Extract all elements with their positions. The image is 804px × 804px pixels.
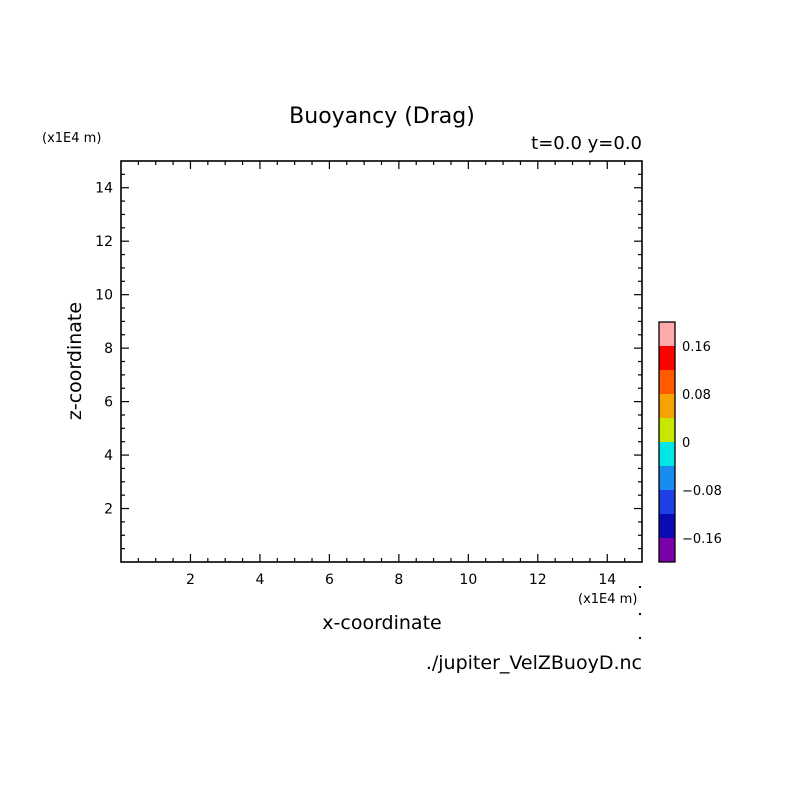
corner-marks [639, 586, 641, 639]
x-axis-label: x-coordinate [322, 612, 441, 634]
x-tick-label: 4 [255, 572, 264, 588]
corner-mark [639, 637, 641, 639]
x-tick-labels: 2 4 6 8 10 12 14 [186, 572, 616, 588]
x-tick-label: 8 [394, 572, 403, 588]
y-tick-label: 12 [95, 234, 113, 250]
x-tick-label: 2 [186, 572, 195, 588]
x-tick-label: 10 [459, 572, 477, 588]
source-filename: ./jupiter_VelZBuoyD.nc [426, 652, 642, 674]
y-tick-label: 2 [104, 502, 113, 518]
colorbar [658, 321, 676, 563]
axis-ticks [121, 161, 642, 562]
y-axis-label: z-coordinate [64, 302, 86, 420]
y-unit-label: (x1E4 m) [42, 131, 101, 146]
colorbar-swatch [659, 466, 675, 490]
x-unit-label: (x1E4 m) [578, 592, 637, 607]
x-tick-label: 6 [325, 572, 334, 588]
colorbar-swatch [659, 370, 675, 394]
y-tick-labels: 2 4 6 8 10 12 14 [95, 181, 113, 518]
colorbar-tick-label: −0.16 [682, 532, 722, 547]
y-tick-label: 10 [95, 288, 113, 304]
chart-title: Buoyancy (Drag) [289, 104, 475, 129]
colorbar-tick-label: 0 [682, 436, 690, 451]
corner-mark [639, 613, 641, 615]
y-tick-label: 8 [104, 341, 113, 357]
y-tick-label: 4 [104, 448, 113, 464]
colorbar-swatch [659, 322, 675, 346]
y-tick-label: 14 [95, 181, 113, 197]
colorbar-swatch [659, 346, 675, 370]
x-tick-label: 12 [529, 572, 547, 588]
colorbar-swatch [659, 442, 675, 466]
colorbar-tick-label: −0.08 [682, 484, 722, 499]
colorbar-swatch [659, 514, 675, 538]
colorbar-swatch [659, 418, 675, 442]
colorbar-frame [658, 321, 676, 563]
corner-mark [639, 586, 641, 588]
plot-area [120, 160, 643, 563]
y-tick-label: 6 [104, 395, 113, 411]
colorbar-swatch [659, 394, 675, 418]
colorbar-tick-label: 0.16 [682, 340, 711, 355]
colorbar-swatch [659, 538, 675, 562]
x-tick-label: 14 [598, 572, 616, 588]
colorbar-swatch [659, 490, 675, 514]
colorbar-tick-label: 0.08 [682, 388, 711, 403]
chart-subtitle: t=0.0 y=0.0 [531, 133, 642, 154]
colorbar-labels: −0.16 −0.08 0 0.08 0.16 [682, 340, 722, 547]
